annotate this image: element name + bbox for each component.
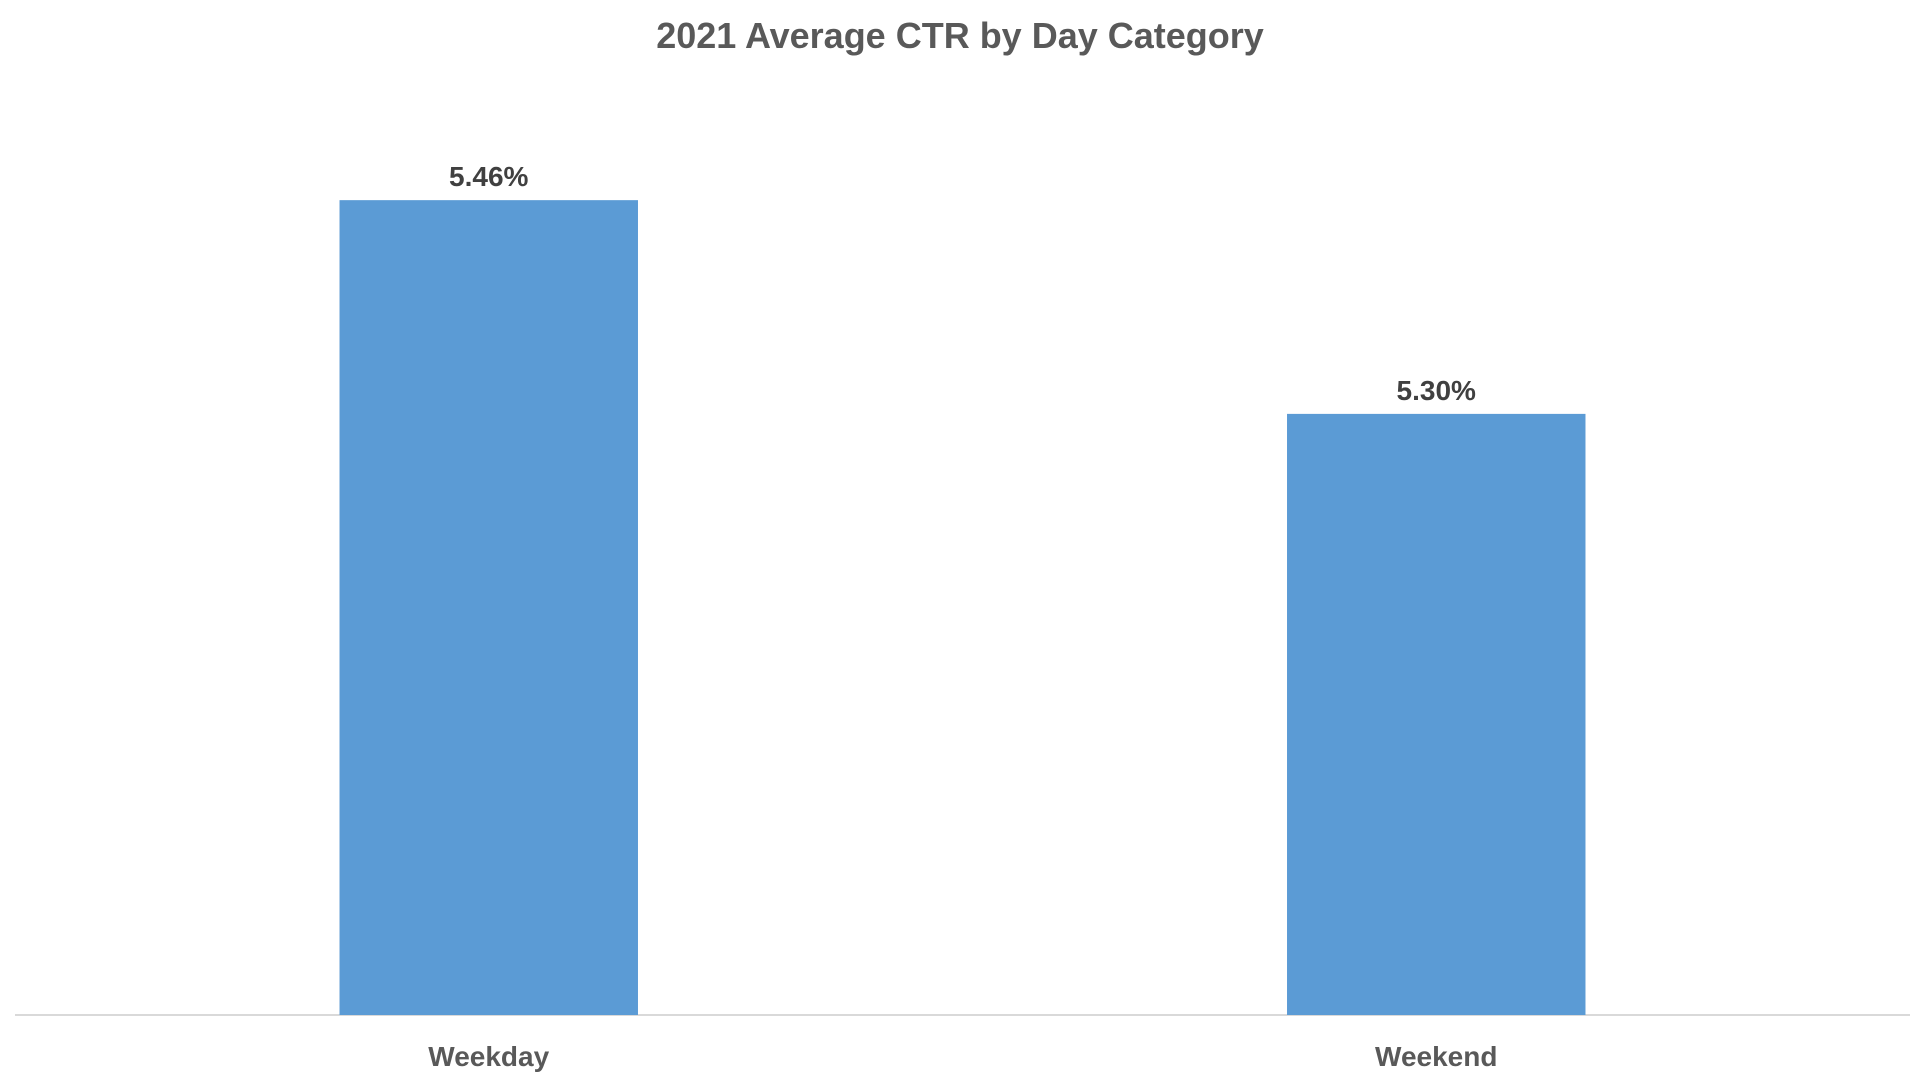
data-labels-group: 5.46% 5.30% [449, 161, 1476, 406]
bar-weekday [339, 200, 638, 1016]
data-label-weekend: 5.30% [1397, 375, 1476, 406]
data-label-weekday: 5.46% [449, 161, 528, 192]
chart-title: 2021 Average CTR by Day Category [656, 15, 1264, 56]
bar-weekend [1287, 413, 1586, 1015]
category-labels-group: Weekday Weekend [428, 1041, 1497, 1072]
x-tick-label-weekday: Weekday [428, 1041, 549, 1072]
bars-group [339, 200, 1586, 1016]
x-tick-label-weekend: Weekend [1375, 1041, 1497, 1072]
